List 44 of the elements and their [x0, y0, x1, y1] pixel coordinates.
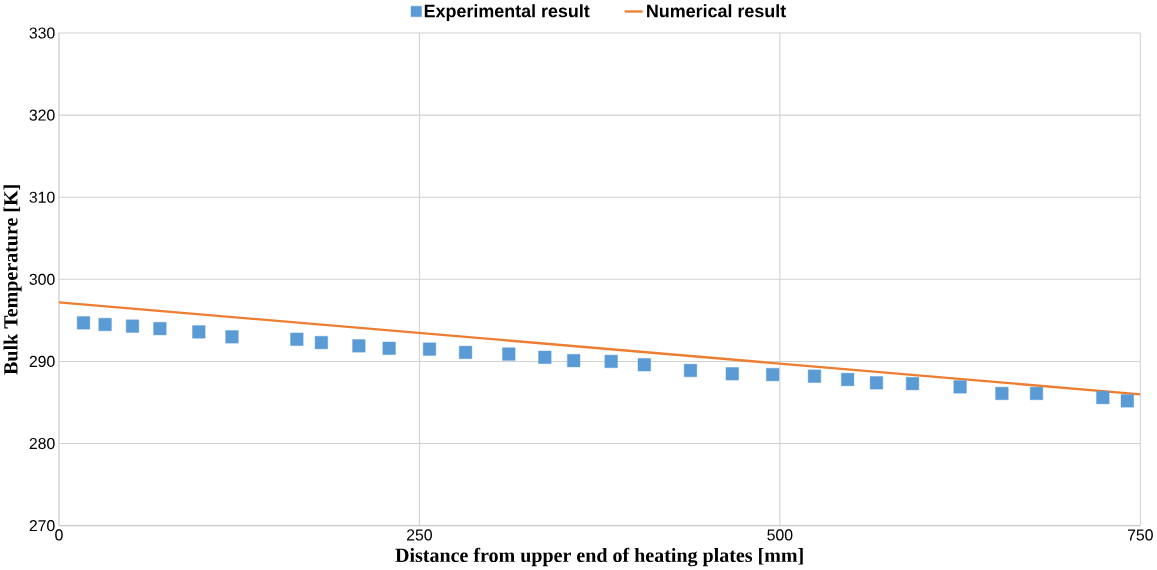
- y-tick-label: 290: [29, 355, 55, 368]
- point: [76, 316, 91, 330]
- point: [953, 380, 967, 394]
- y-tick-label: 330: [29, 27, 55, 39]
- point: [225, 330, 239, 344]
- point: [1096, 391, 1110, 405]
- point: [869, 376, 883, 390]
- x-tick-label: 0: [55, 529, 63, 541]
- point: [314, 336, 328, 350]
- y-tick-label: 320: [29, 109, 55, 121]
- point: [422, 342, 437, 356]
- point: [567, 354, 581, 368]
- point: [725, 367, 739, 381]
- legend-label: Numerical result: [647, 4, 786, 18]
- y-axis-title: Bulk Temperature [K]: [3, 185, 22, 375]
- point: [502, 347, 516, 361]
- point: [995, 387, 1009, 401]
- point: [352, 339, 366, 353]
- point: [290, 332, 304, 346]
- point: [125, 319, 140, 333]
- x-tick-label: 250: [407, 529, 432, 541]
- point: [153, 322, 167, 336]
- x-tick-label: 750: [1127, 529, 1153, 541]
- point: [683, 364, 698, 378]
- y-tick-label: 310: [29, 191, 55, 203]
- point: [382, 341, 396, 355]
- x-tick-label: 500: [767, 529, 793, 541]
- point: [637, 358, 651, 372]
- point: [905, 377, 920, 391]
- point: [538, 350, 552, 364]
- x-axis-title: Distance from upper end of heating plates [mm]: [395, 547, 803, 567]
- point: [604, 355, 618, 369]
- point: [1029, 387, 1044, 401]
- point: [766, 368, 780, 382]
- point: [841, 373, 855, 387]
- legend-label: Experimental result: [424, 4, 590, 21]
- y-tick-label: 280: [29, 438, 55, 450]
- point: [459, 345, 473, 360]
- point: [192, 325, 206, 339]
- y-tick-label: 270: [29, 520, 55, 532]
- point: [98, 318, 112, 332]
- point: [807, 369, 821, 383]
- y-tick-label: 300: [29, 273, 55, 286]
- point: [1120, 394, 1134, 408]
